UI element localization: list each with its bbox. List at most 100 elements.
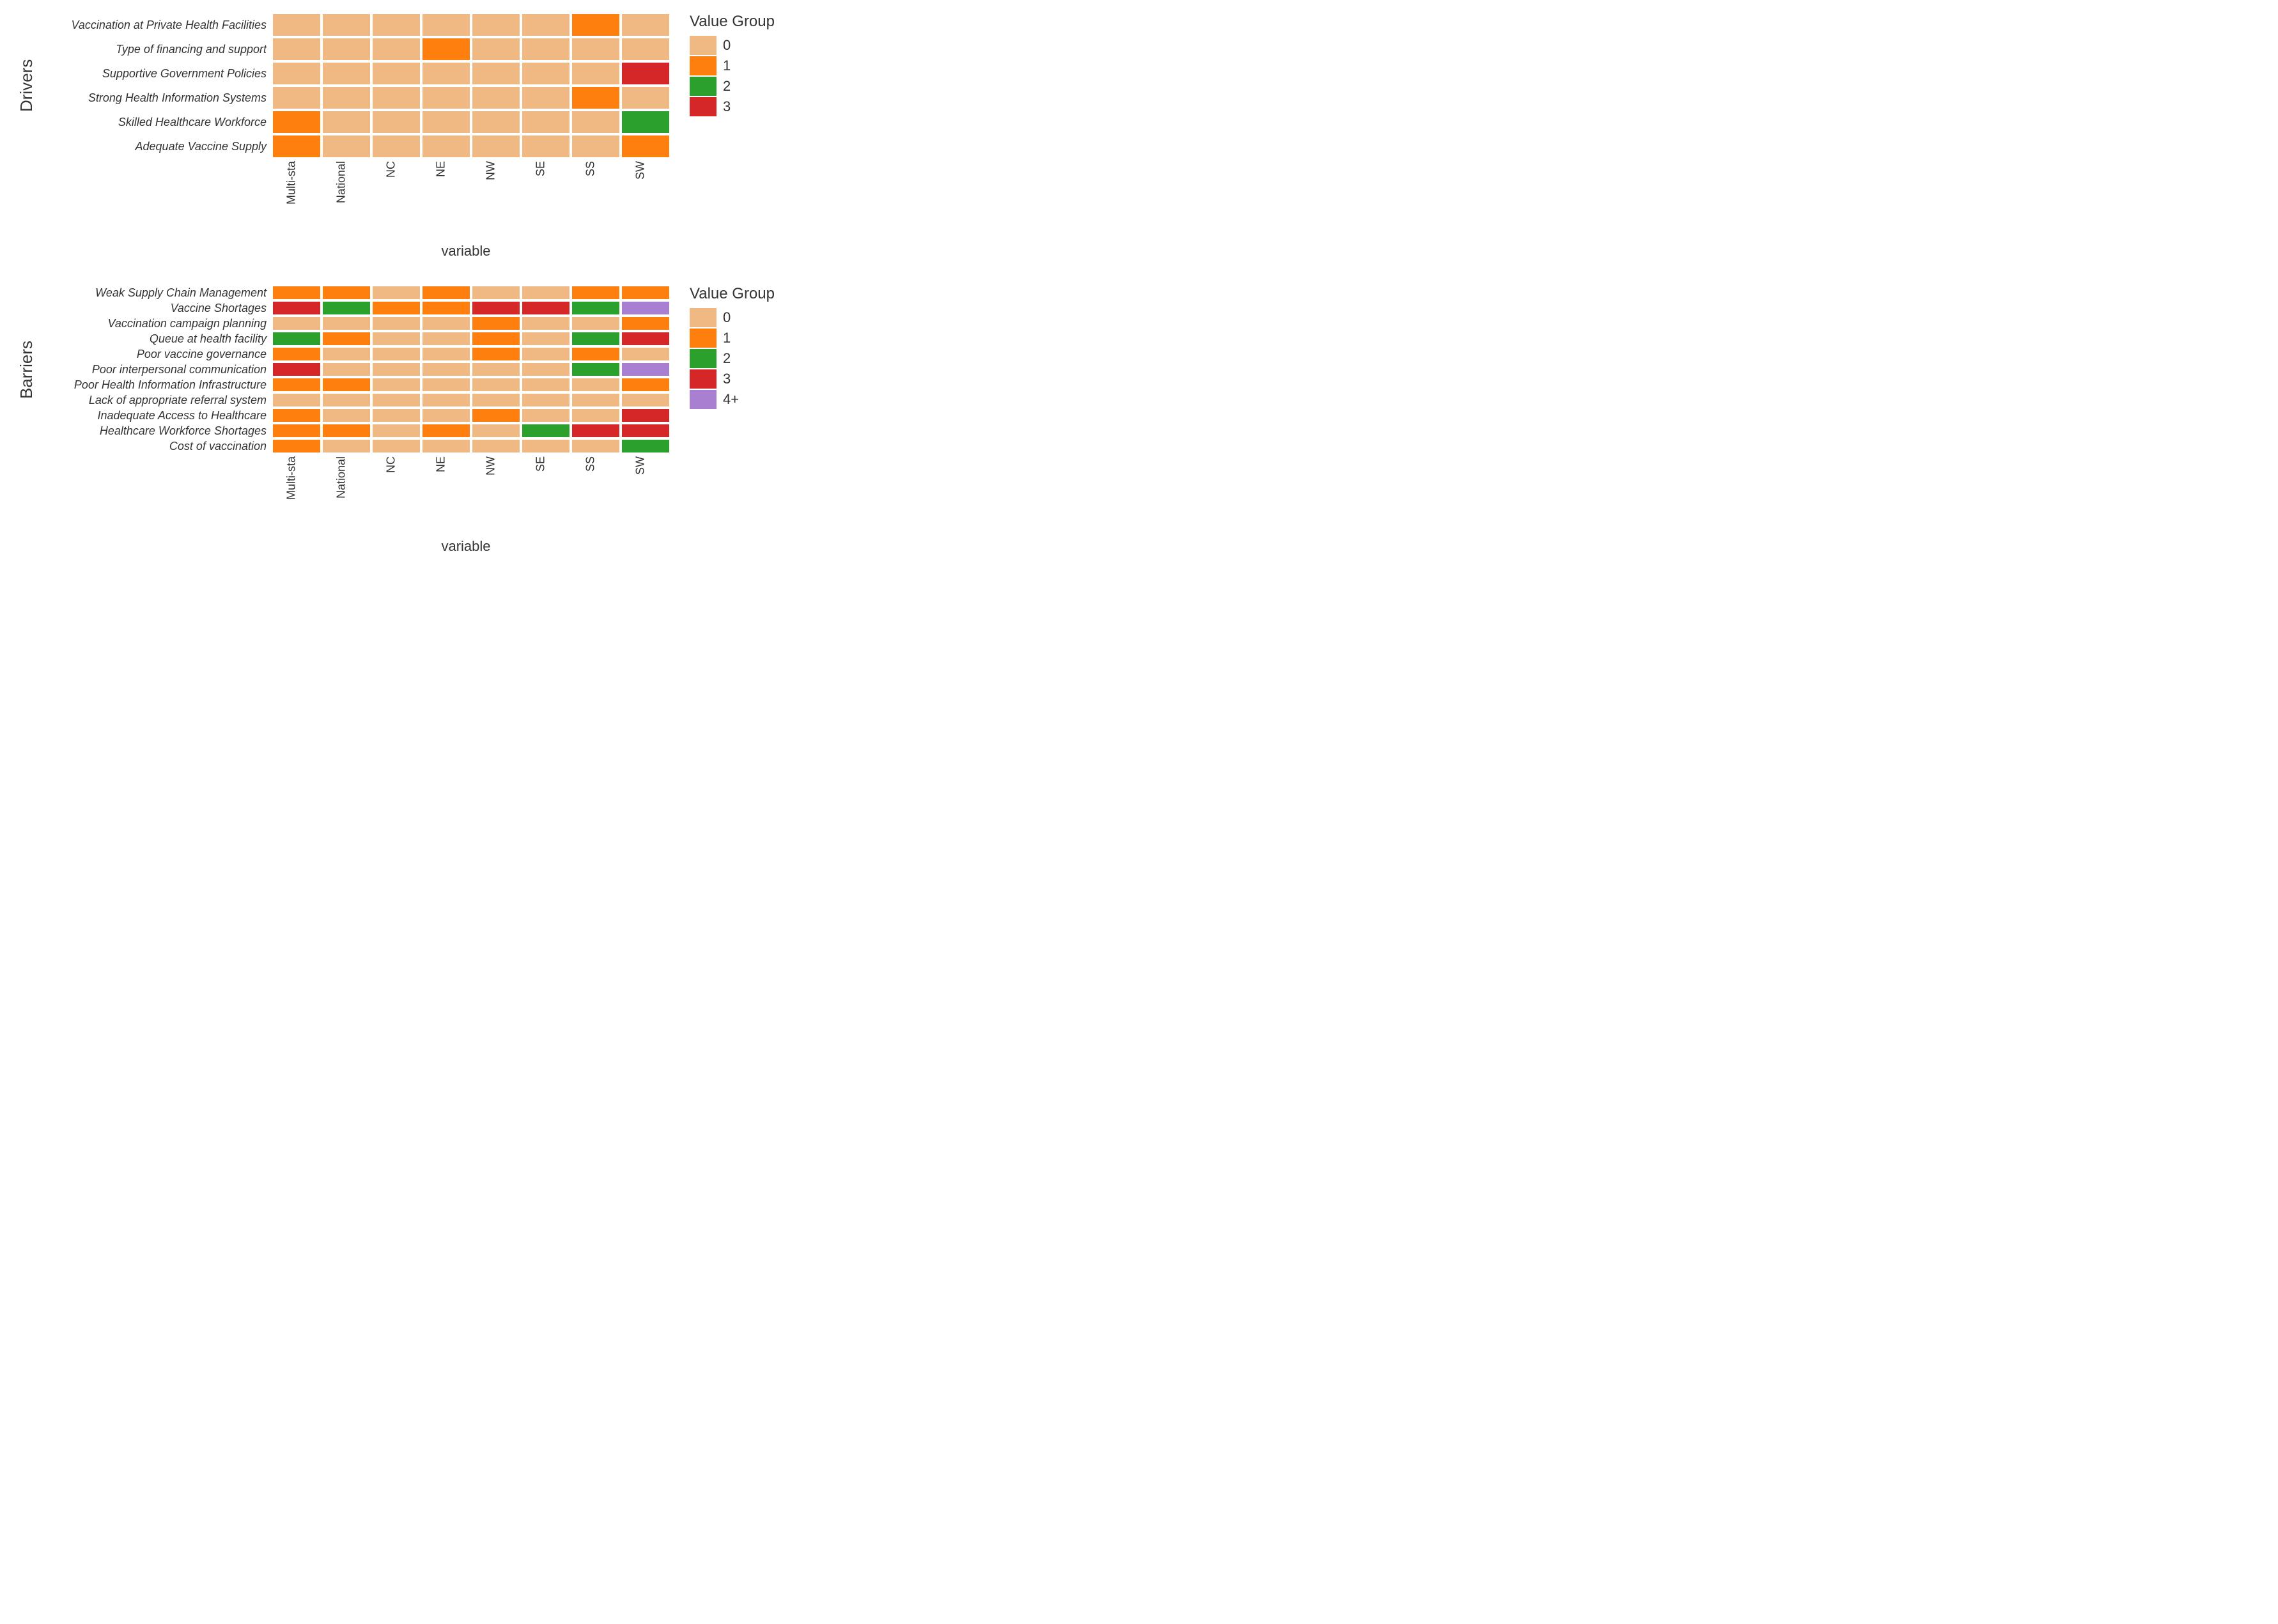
heatmap-cell: [471, 86, 521, 110]
row-label: Type of financing and support: [36, 43, 272, 56]
barriers-xlabel: variable: [267, 538, 665, 555]
heatmap-cell: [621, 285, 670, 300]
heatmap-row: Lack of appropriate referral system: [36, 392, 670, 408]
heatmap-cell: [272, 110, 322, 134]
heatmap-cell: [421, 134, 471, 159]
heatmap-cell: [322, 285, 371, 300]
heatmap-cell: [471, 362, 521, 377]
heatmap-cell: [421, 86, 471, 110]
heatmap-cell: [521, 392, 571, 408]
heatmap-cell: [371, 300, 421, 316]
legend-item: 2: [690, 77, 775, 96]
heatmap-cell: [621, 316, 670, 331]
heatmap-cell: [521, 86, 571, 110]
drivers-ylabel: Drivers: [13, 13, 36, 184]
heatmap-cell: [272, 392, 322, 408]
heatmap-cell: [571, 438, 621, 454]
heatmap-cell: [421, 110, 471, 134]
heatmap-cell: [371, 86, 421, 110]
xtick-label: Multi-sta: [267, 161, 316, 234]
heatmap-cell: [272, 377, 322, 392]
heatmap-cell: [521, 300, 571, 316]
heatmap-cell: [371, 423, 421, 438]
legend-swatch: [690, 36, 717, 55]
xtick-label: National: [316, 161, 366, 234]
axis-spacer: [36, 161, 267, 234]
heatmap-cell: [322, 134, 371, 159]
heatmap-cell: [471, 110, 521, 134]
legend-item: 0: [690, 36, 775, 55]
drivers-plot-area: Vaccination at Private Health Facilities…: [36, 13, 670, 259]
xtick-label: NW: [466, 456, 516, 529]
heatmap-cell: [571, 134, 621, 159]
heatmap-cell: [521, 110, 571, 134]
heatmap-cell: [621, 438, 670, 454]
heatmap-cell: [471, 61, 521, 86]
heatmap-cell: [371, 110, 421, 134]
heatmap-cell: [322, 346, 371, 362]
heatmap-cell: [371, 377, 421, 392]
heatmap-cell: [421, 408, 471, 423]
heatmap-cell: [521, 423, 571, 438]
row-label: Adequate Vaccine Supply: [36, 140, 272, 153]
barriers-xticks: Multi-staNationalNCNENWSESSSW: [267, 456, 665, 529]
legend-item: 2: [690, 349, 775, 368]
heatmap-cell: [272, 346, 322, 362]
heatmap-cell: [571, 392, 621, 408]
axis-spacer: [36, 456, 267, 529]
heatmap-cell: [521, 362, 571, 377]
row-label: Strong Health Information Systems: [36, 91, 272, 105]
heatmap-cell: [371, 134, 421, 159]
heatmap-cell: [322, 86, 371, 110]
heatmap-cell: [571, 346, 621, 362]
heatmap-cell: [322, 423, 371, 438]
heatmap-cell: [621, 408, 670, 423]
heatmap-cell: [621, 300, 670, 316]
heatmap-row: Weak Supply Chain Management: [36, 285, 670, 300]
heatmap-cell: [471, 37, 521, 61]
legend-label: 3: [723, 371, 731, 387]
heatmap-cell: [621, 331, 670, 346]
xtick-label: National: [316, 456, 366, 529]
legend-swatch: [690, 56, 717, 75]
heatmap-cell: [571, 377, 621, 392]
legend-label: 0: [723, 309, 731, 326]
legend-swatch: [690, 77, 717, 96]
heatmap-cell: [571, 110, 621, 134]
xtick-label: NW: [466, 161, 516, 234]
legend-swatch: [690, 308, 717, 327]
heatmap-cell: [471, 300, 521, 316]
legend-item: 1: [690, 329, 775, 348]
heatmap-cell: [272, 331, 322, 346]
xtick-label: SW: [616, 456, 665, 529]
heatmap-cell: [421, 438, 471, 454]
xtick-label: NE: [416, 161, 466, 234]
heatmap-cell: [371, 331, 421, 346]
drivers-panel: Drivers Vaccination at Private Health Fa…: [13, 13, 2265, 259]
heatmap-row: Inadequate Access to Healthcare: [36, 408, 670, 423]
row-label: Healthcare Workforce Shortages: [36, 424, 272, 438]
xtick-label: SW: [616, 161, 665, 234]
heatmap-cell: [322, 438, 371, 454]
heatmap-cell: [371, 346, 421, 362]
legend-label: 3: [723, 98, 731, 115]
xtick-label: NE: [416, 456, 466, 529]
heatmap-cell: [421, 331, 471, 346]
heatmap-cell: [421, 285, 471, 300]
drivers-xaxis: Multi-staNationalNCNENWSESSSW: [36, 161, 670, 234]
legend-swatch: [690, 369, 717, 389]
heatmap-cell: [621, 37, 670, 61]
heatmap-cell: [621, 392, 670, 408]
heatmap-cell: [571, 61, 621, 86]
heatmap-cell: [272, 438, 322, 454]
legend-label: 0: [723, 37, 731, 54]
heatmap-cell: [371, 438, 421, 454]
legend-label: 1: [723, 330, 731, 346]
heatmap-row: Supportive Government Policies: [36, 61, 670, 86]
legend-item: 3: [690, 369, 775, 389]
heatmap-cell: [421, 392, 471, 408]
drivers-xticks: Multi-staNationalNCNENWSESSSW: [267, 161, 665, 234]
heatmap-cell: [421, 13, 471, 37]
heatmap-cell: [621, 377, 670, 392]
heatmap-cell: [521, 316, 571, 331]
